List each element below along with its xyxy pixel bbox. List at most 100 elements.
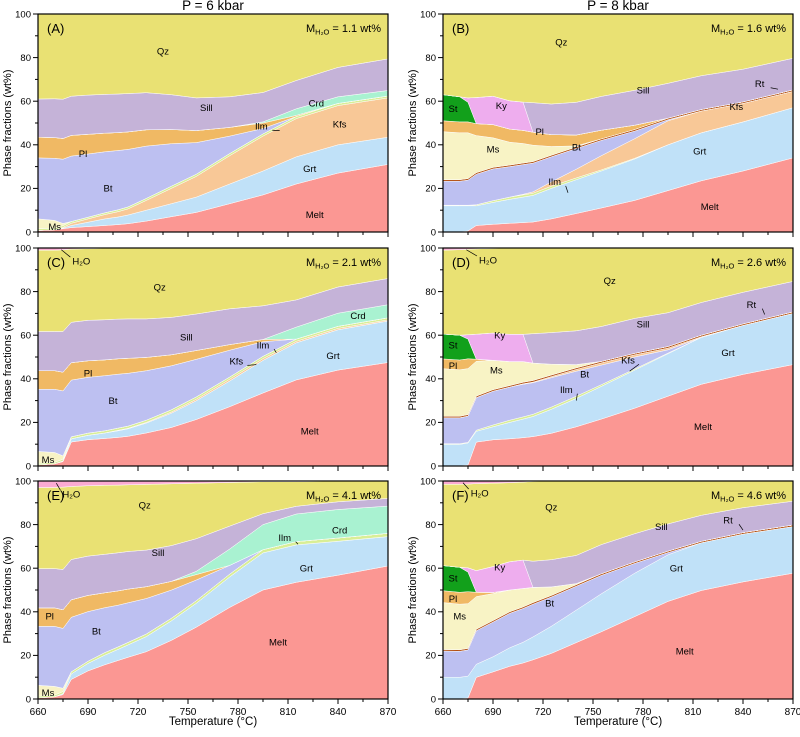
phase-label-Rt: Rt <box>755 79 765 90</box>
phase-label-Melt: Melt <box>694 422 712 433</box>
label-leader-line <box>575 393 578 401</box>
y-axis-title: Phase fractions (wt%) <box>2 536 14 644</box>
water-content-annotation: MH₂O = 2.1 wt% <box>306 257 381 271</box>
phase-label-Ms: Ms <box>42 688 55 699</box>
y-tick-label: 0 <box>26 227 31 238</box>
phase-label-St: St <box>449 573 458 584</box>
y-tick-label: 0 <box>26 461 31 472</box>
panel-F: 0 20 40 60 80 100 660 690 720 750 780 810 840 870 (F) M… <box>420 476 800 718</box>
phase-label-Ms: Ms <box>490 365 503 376</box>
phase-label-Sill: Sill <box>637 86 650 97</box>
x-tick-label: 870 <box>380 707 397 718</box>
phase-label-Rt: Rt <box>747 300 757 311</box>
phase-label-Grt: Grt <box>693 147 707 158</box>
phase-label-Qz: Qz <box>604 276 616 287</box>
y-tick-label: 60 <box>20 564 31 575</box>
y-axis-title: Phase fractions (wt%) <box>407 69 419 177</box>
label-leader-line <box>466 249 478 257</box>
label-leader-line <box>770 87 779 90</box>
label-leader-line <box>247 364 257 366</box>
phase-label-Ilm: Ilm <box>255 122 268 133</box>
phase-label-H₂O: H₂O <box>471 488 489 499</box>
water-content-annotation: MH₂O = 1.6 wt% <box>711 23 786 37</box>
y-tick-label: 20 <box>20 651 31 662</box>
phase-label-Qz: Qz <box>545 502 557 513</box>
panel-D: 0 20 40 60 80 100 (D) MH₂O = 2.6 wt% H₂O Qz Sill Rt… <box>420 243 794 472</box>
phase-label-Ms: Ms <box>487 144 500 155</box>
panel-letter: (F) <box>452 488 469 503</box>
label-leader-line <box>565 185 569 193</box>
panel-letter: (C) <box>47 255 65 270</box>
y-tick-label: 0 <box>431 227 436 238</box>
x-tick-label: 660 <box>30 707 47 718</box>
y-tick-label: 40 <box>425 140 436 151</box>
phase-label-Sill: Sill <box>655 522 668 533</box>
y-tick-label: 40 <box>20 140 31 151</box>
label-leader-line <box>629 363 640 372</box>
x-tick-label: 780 <box>635 707 652 718</box>
y-tick-label: 40 <box>425 607 436 618</box>
phase-label-H₂O: H₂O <box>62 489 80 500</box>
y-tick-label: 20 <box>425 651 436 662</box>
label-leader-line <box>56 483 61 491</box>
x-tick-label: 780 <box>230 707 247 718</box>
phase-label-Ms: Ms <box>48 222 61 233</box>
y-tick-label: 80 <box>20 287 31 298</box>
x-tick-label: 720 <box>535 707 552 718</box>
x-tick-label: 720 <box>130 707 147 718</box>
phase-label-Grt: Grt <box>300 564 314 575</box>
phase-label-Pl: Pl <box>45 611 53 622</box>
y-tick-label: 40 <box>425 374 436 385</box>
phase-label-H₂O: H₂O <box>72 256 90 267</box>
phase-label-Bt: Bt <box>109 396 118 407</box>
phase-label-Kfs: Kfs <box>621 356 635 367</box>
phase-label-Kfs: Kfs <box>229 357 243 368</box>
phase-label-Pl: Pl <box>535 127 543 138</box>
phase-label-Melt: Melt <box>306 210 324 221</box>
y-tick-label: 100 <box>420 476 436 487</box>
y-axis-title: Phase fractions (wt%) <box>2 69 14 177</box>
phase-label-Rt: Rt <box>723 516 733 527</box>
label-leader-line <box>273 348 277 353</box>
panel-letter: (E) <box>47 488 64 503</box>
phase-label-Grt: Grt <box>670 564 684 575</box>
y-axis-title: Phase fractions (wt%) <box>2 303 14 411</box>
y-tick-label: 0 <box>431 694 436 705</box>
panel-A: 0 20 40 60 80 100 (A) MH₂O = 1.1 wt% Qz Sill Crd Il… <box>15 9 389 238</box>
x-tick-label: 690 <box>485 707 502 718</box>
y-tick-label: 80 <box>425 53 436 64</box>
phase-label-Ky: Ky <box>494 331 505 342</box>
water-content-annotation: MH₂O = 1.1 wt% <box>306 23 381 37</box>
x-tick-label: 690 <box>80 707 97 718</box>
y-tick-label: 100 <box>420 243 436 254</box>
y-axis-title: Phase fractions (wt%) <box>407 303 419 411</box>
phase-label-Qz: Qz <box>154 283 166 294</box>
x-tick-label: 840 <box>330 707 347 718</box>
water-content-annotation: MH₂O = 2.6 wt% <box>711 257 786 271</box>
phase-label-Bt: Bt <box>104 184 113 195</box>
phase-label-Ilm: Ilm <box>548 177 561 188</box>
label-leader-line <box>738 524 744 531</box>
panel-letter: (B) <box>452 21 469 36</box>
y-tick-label: 20 <box>425 184 436 195</box>
label-leader-line <box>762 308 765 315</box>
phase-label-Bt: Bt <box>572 142 581 153</box>
panel-B: 0 20 40 60 80 100 (B) MH₂O = 1.6 wt% Qz St Ky Pl Ms B… <box>420 9 794 238</box>
column-title-8kbar: P = 8 kbar <box>587 0 649 13</box>
phase-label-Melt: Melt <box>269 638 287 649</box>
y-tick-label: 0 <box>431 461 436 472</box>
panel-letter: (A) <box>47 21 64 36</box>
phase-label-Bt: Bt <box>92 627 101 638</box>
y-tick-label: 60 <box>425 97 436 108</box>
y-tick-label: 20 <box>425 418 436 429</box>
phase-label-Grt: Grt <box>303 164 317 175</box>
phase-label-Grt: Grt <box>721 348 735 359</box>
label-leader-line <box>462 482 469 490</box>
y-tick-label: 20 <box>20 184 31 195</box>
phase-label-Kfs: Kfs <box>333 119 347 130</box>
phase-label-Ilm: Ilm <box>560 385 573 396</box>
phase-label-Qz: Qz <box>157 46 169 57</box>
phase-label-Ilm: Ilm <box>278 533 291 544</box>
phase-label-Pl: Pl <box>449 361 457 372</box>
